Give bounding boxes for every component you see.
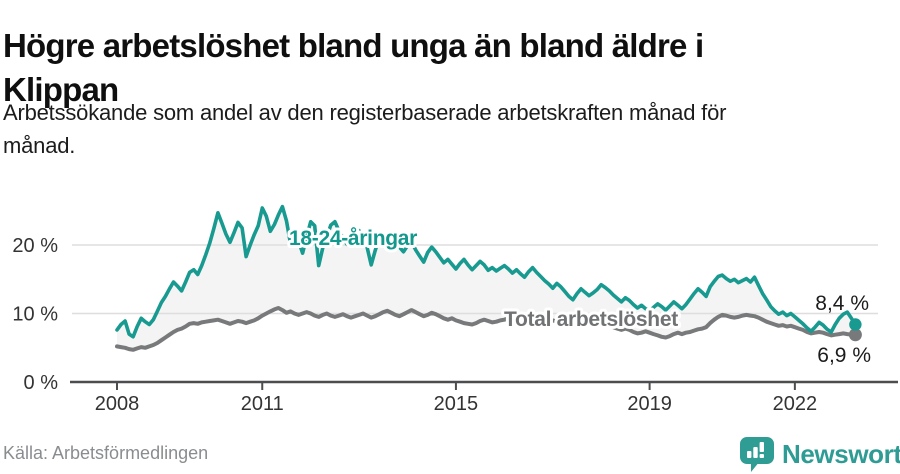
- page-title: Högre arbetslöshet bland unga än bland ä…: [3, 24, 704, 112]
- x-tick-label-2008: 2008: [95, 393, 140, 415]
- youth-series-label: 18-24-åringar: [289, 227, 417, 250]
- total-series-label-halo: Total arbetslöshet: [504, 308, 678, 331]
- logo-bar-tall: [753, 447, 758, 458]
- youth-end-value-label: 8,4 %: [815, 292, 869, 315]
- title-line-2: Klippan: [3, 70, 119, 108]
- total-line: [115, 306, 858, 352]
- x-tick-label-2022: 2022: [773, 393, 818, 415]
- subtitle-line-1: Arbetssökande som andel av den registerb…: [3, 100, 727, 125]
- y-tick-label-10: 10 %: [12, 304, 58, 326]
- x-tick-label-2019: 2019: [627, 393, 672, 415]
- x-tick-label-2015: 2015: [434, 393, 479, 415]
- chart-subtitle: Arbetssökande som andel av den registerb…: [3, 96, 726, 162]
- subtitle-line-2: månad.: [3, 133, 76, 158]
- brand-name: Newsworthy: [782, 439, 900, 469]
- youth-end-dot: [849, 318, 862, 331]
- newsworthy-logo: Newsworthy: [740, 437, 900, 472]
- y-tick-label-0: 0 %: [24, 372, 59, 394]
- y-tick-label-20: 20 %: [12, 235, 58, 257]
- title-line-1: Högre arbetslöshet bland unga än bland ä…: [3, 27, 704, 65]
- logo-exclamation-stem: [759, 442, 764, 452]
- source-note: Källa: Arbetsförmedlingen: [3, 443, 209, 463]
- logo-exclamation-dot: [759, 454, 764, 458]
- newsworthy-logo-icon: [740, 437, 774, 472]
- total-series-label: Total arbetslöshet: [504, 308, 678, 331]
- youth-series-label-halo: 18-24-åringar: [289, 227, 417, 250]
- total-end-value-label: 6,9 %: [817, 344, 871, 367]
- x-tick-label-2011: 2011: [241, 393, 284, 415]
- youth-line: [115, 204, 858, 339]
- logo-bar-short: [747, 451, 752, 458]
- total-end-dot: [848, 328, 862, 342]
